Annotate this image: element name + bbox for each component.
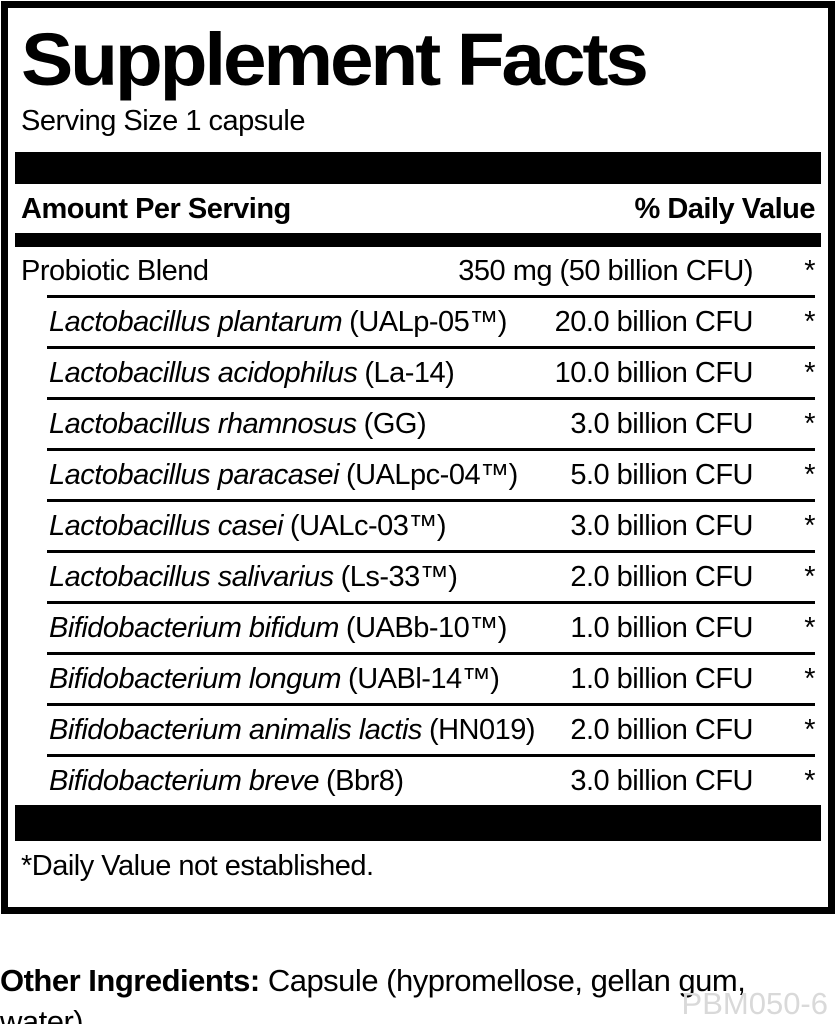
amount-value: 3.0 billion CFU xyxy=(570,509,753,542)
amount-value: 3.0 billion CFU xyxy=(570,764,753,797)
strain-name: (UABb-10™) xyxy=(345,611,508,644)
amount-value: 20.0 billion CFU xyxy=(554,305,754,338)
other-ingredients-line1: Capsule (hypromellose, gellan gum, water… xyxy=(0,963,746,1024)
amount-value: 1.0 billion CFU xyxy=(570,611,753,644)
daily-value-asterisk: * xyxy=(804,611,815,644)
ingredient-row: Bifidobacterium breve (Bbr8) 3.0 billion… xyxy=(21,757,816,805)
row-separator xyxy=(47,346,815,350)
divider-bar-medium xyxy=(15,233,821,248)
ingredient-row: Lactobacillus plantarum (UALp-05™) 20.0 … xyxy=(21,298,816,346)
ingredient-row: Lactobacillus paracasei (UALpc-04™) 5.0 … xyxy=(21,451,816,499)
species-name: Lactobacillus paracasei xyxy=(49,458,339,491)
species-name: Bifidobacterium longum xyxy=(49,662,342,695)
ingredient-row: Lactobacillus casei (UALc-03™) 3.0 billi… xyxy=(21,502,816,550)
blend-row: Probiotic Blend 350 mg (50 billion CFU) … xyxy=(21,247,816,295)
supplement-facts-panel: Supplement Facts Serving Size 1 capsule … xyxy=(1,1,835,914)
species-name: Bifidobacterium bifidum xyxy=(49,611,339,644)
daily-value-asterisk: * xyxy=(804,713,815,746)
daily-value-asterisk: * xyxy=(804,509,815,542)
strain-name: (UALc-03™) xyxy=(289,509,447,542)
row-separator xyxy=(47,397,815,401)
row-separator xyxy=(47,754,815,758)
species-name: Bifidobacterium animalis lactis xyxy=(49,713,422,746)
strain-name: (UALp-05™) xyxy=(349,305,507,338)
amount-value: 2.0 billion CFU xyxy=(570,560,753,593)
blend-name: Probiotic Blend xyxy=(21,254,209,287)
species-name: Lactobacillus acidophilus xyxy=(49,356,358,389)
amount-value: 10.0 billion CFU xyxy=(554,356,754,389)
blend-daily-value-asterisk: * xyxy=(804,254,815,287)
ingredient-row: Bifidobacterium bifidum (UABb-10™) 1.0 b… xyxy=(21,604,816,652)
ingredient-row: Lactobacillus salivarius (Ls-33™) 2.0 bi… xyxy=(21,553,816,601)
row-separator xyxy=(47,652,815,656)
column-header-daily-value: % Daily Value xyxy=(634,193,816,226)
ingredient-row: Lactobacillus rhamnosus (GG) 3.0 billion… xyxy=(21,400,816,448)
column-header-amount: Amount Per Serving xyxy=(21,193,291,226)
species-name: Lactobacillus salivarius xyxy=(49,560,334,593)
row-separator xyxy=(47,601,815,605)
daily-value-asterisk: * xyxy=(804,458,815,491)
amount-value: 1.0 billion CFU xyxy=(570,662,753,695)
row-separator xyxy=(47,448,815,452)
blend-amount: 350 mg (50 billion CFU) xyxy=(458,254,753,287)
row-separator xyxy=(47,550,815,554)
species-name: Lactobacillus plantarum xyxy=(49,305,343,338)
ingredient-row: Lactobacillus acidophilus (La-14) 10.0 b… xyxy=(21,349,816,397)
strain-name: (HN019) xyxy=(428,713,536,746)
daily-value-asterisk: * xyxy=(804,662,815,695)
species-name: Lactobacillus casei xyxy=(49,509,283,542)
daily-value-footnote: *Daily Value not established. xyxy=(21,850,374,883)
amount-value: 3.0 billion CFU xyxy=(570,407,753,440)
supplement-facts-title: Supplement Facts xyxy=(21,18,649,101)
ingredient-row: Bifidobacterium longum (UABl-14™) 1.0 bi… xyxy=(21,655,816,703)
column-header-row: Amount Per Serving % Daily Value xyxy=(21,184,815,233)
daily-value-asterisk: * xyxy=(804,305,815,338)
daily-value-asterisk: * xyxy=(804,356,815,389)
strain-name: (Ls-33™) xyxy=(340,560,458,593)
other-ingredients: Other Ingredients: Capsule (hypromellose… xyxy=(0,961,780,1024)
strain-name: (La-14) xyxy=(364,356,455,389)
row-separator xyxy=(47,295,815,299)
row-separator xyxy=(47,703,815,707)
other-ingredients-label: Other Ingredients: xyxy=(0,963,260,998)
strain-name: (UALpc-04™) xyxy=(345,458,518,491)
ingredient-row: Bifidobacterium animalis lactis (HN019) … xyxy=(21,706,816,754)
amount-value: 5.0 billion CFU xyxy=(570,458,753,491)
serving-size: Serving Size 1 capsule xyxy=(21,105,306,138)
divider-bar-thick-top xyxy=(15,152,821,185)
species-name: Bifidobacterium breve xyxy=(49,764,319,797)
daily-value-asterisk: * xyxy=(804,764,815,797)
strain-name: (GG) xyxy=(363,407,427,440)
daily-value-asterisk: * xyxy=(804,407,815,440)
strain-name: (UABl-14™) xyxy=(348,662,500,695)
strain-name: (Bbr8) xyxy=(325,764,404,797)
species-name: Lactobacillus rhamnosus xyxy=(49,407,357,440)
divider-bar-thick-bottom xyxy=(15,805,821,842)
amount-value: 2.0 billion CFU xyxy=(570,713,753,746)
row-separator xyxy=(47,499,815,503)
daily-value-asterisk: * xyxy=(804,560,815,593)
product-code: PBM050-6 xyxy=(681,986,828,1021)
